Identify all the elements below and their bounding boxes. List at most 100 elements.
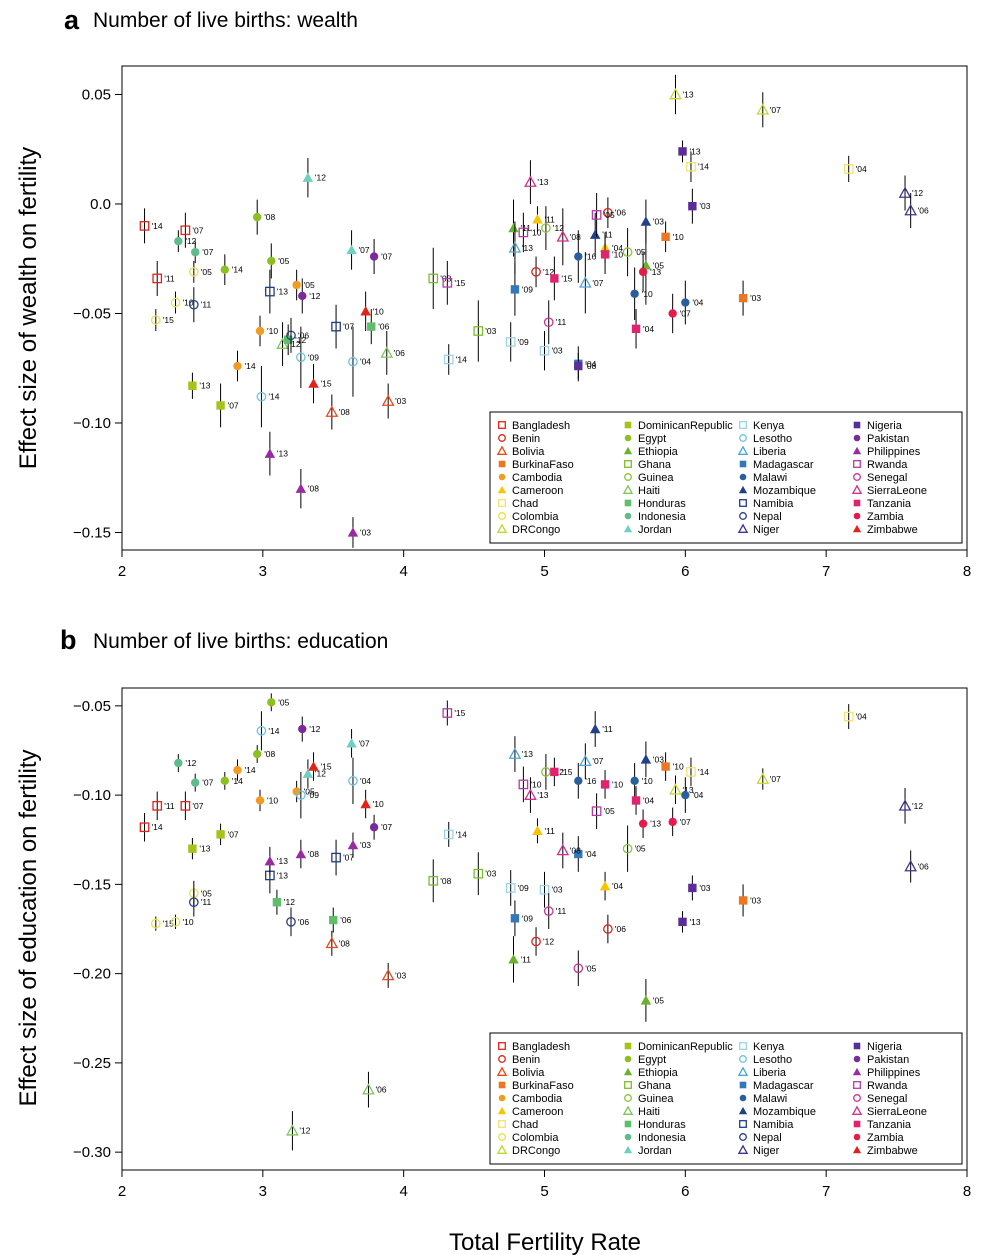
- panel-a-point-malawi-04: '04: [681, 280, 704, 325]
- panel-b-point-nigeria-03: '03: [688, 875, 711, 901]
- panel-a-point-burkinafaso-03: '03: [738, 280, 761, 316]
- point-year-label: '08: [585, 361, 596, 371]
- data-point-marker: [603, 207, 613, 218]
- panel-b-point-tanzania-10: '10: [600, 770, 623, 799]
- panel-a-point-honduras-06: '06: [367, 309, 390, 345]
- data-point-marker: [640, 216, 652, 226]
- point-year-label: '13: [522, 749, 533, 759]
- data-point-marker: [292, 280, 301, 290]
- data-point-marker: [369, 252, 379, 261]
- legend-item-liberia: Liberia: [737, 1066, 787, 1079]
- legend-label: Ghana: [638, 1080, 672, 1092]
- legend-item-cameroon: Cameroon: [497, 1106, 563, 1118]
- legend-item-bolivia: Bolivia: [496, 445, 545, 458]
- legend-item-indonesia: Indonesia: [624, 1132, 687, 1144]
- point-year-label: '10: [373, 306, 384, 316]
- legend-label: Mozambique: [753, 1106, 816, 1118]
- panel-a-point-zambia-07: '07: [668, 293, 691, 334]
- point-year-label: '12: [185, 758, 196, 768]
- legend-label: Kenya: [753, 420, 785, 432]
- legend-item-tanzania: Tanzania: [853, 1119, 912, 1131]
- panel-a-point-namibia-07: '07: [331, 304, 354, 349]
- panel-a-point-kenya-09: '09: [505, 322, 529, 362]
- legend-label: Jordan: [638, 524, 672, 536]
- legend-label: Madagascar: [753, 459, 814, 471]
- legend-marker: [739, 421, 747, 429]
- legend-marker: [498, 421, 506, 429]
- panel-a-point-pakistan-07: '07: [369, 239, 392, 275]
- legend-marker: [498, 1042, 506, 1050]
- panel-b-point-sierraleone-13: '13: [524, 777, 549, 813]
- panel-b-point-indonesia-07: '07: [191, 773, 214, 792]
- point-year-label: '10: [642, 289, 653, 299]
- data-point-marker: [233, 765, 242, 775]
- data-point-marker: [360, 798, 371, 809]
- legend-label: Malawi: [753, 1093, 787, 1105]
- panel-a-point-rwanda-15: '15: [442, 260, 466, 305]
- legend-item-egypt: Egypt: [624, 1054, 666, 1066]
- legend-label: Zimbabwe: [867, 1145, 918, 1157]
- data-point-marker: [267, 256, 276, 266]
- legend-label: Zambia: [867, 511, 905, 523]
- panel-b-point-chad-14: '14: [686, 757, 709, 787]
- point-year-label: '07: [592, 278, 603, 288]
- legend-marker: [737, 523, 749, 533]
- point-year-label: '10: [183, 298, 194, 308]
- legend-marker: [497, 1106, 507, 1115]
- point-year-label: '15: [454, 708, 465, 718]
- legend-item-zambia: Zambia: [853, 511, 905, 523]
- panel-b-point-guinea-12: '12: [541, 754, 564, 790]
- point-year-label: '11: [544, 826, 555, 836]
- data-point-marker: [574, 849, 583, 859]
- panel-a-point-dominicanrepublic-13: '13: [188, 372, 211, 399]
- legend-item-philippines: Philippines: [852, 446, 921, 458]
- legend-label: Colombia: [512, 511, 559, 523]
- point-year-label: '13: [690, 146, 701, 156]
- legend-label: Chad: [512, 498, 538, 510]
- legend-label: Mozambique: [753, 485, 816, 497]
- panel-a-point-nepal-06: '06: [286, 317, 309, 353]
- panel-b-point-dominicanrepublic-07: '07: [216, 823, 239, 846]
- data-point-marker: [904, 203, 918, 216]
- panel-a-point-benin-06: '06: [603, 197, 626, 229]
- panel-a-point-indonesia-07: '07: [191, 241, 214, 264]
- legend-label: Rwanda: [867, 459, 908, 471]
- point-year-label: '10: [612, 249, 623, 259]
- point-year-label: '07: [343, 322, 354, 332]
- legend-marker: [498, 1055, 506, 1063]
- data-point-marker: [264, 855, 276, 866]
- data-point-marker: [669, 783, 682, 795]
- panel-a-point-rwanda-05: '05: [591, 193, 615, 237]
- panel-a-y-tick-label: −0.10: [73, 415, 111, 432]
- point-year-label: '07: [381, 252, 392, 262]
- point-year-label: '03: [360, 840, 371, 850]
- panel-b-point-liberia-07: '07: [578, 743, 604, 780]
- point-year-label: '04: [585, 359, 596, 369]
- point-year-label: '04: [692, 298, 703, 308]
- point-year-label: '14: [698, 767, 709, 777]
- panel-a-point-malawi-10: '10: [630, 267, 653, 321]
- legend-item-ghana: Ghana: [624, 1080, 672, 1092]
- data-point-marker: [638, 267, 648, 277]
- legend-marker: [624, 460, 632, 468]
- panel-a-point-liberia-07: '07: [578, 252, 604, 314]
- point-year-label: '09: [308, 352, 319, 362]
- panel-a-point-cambodia-05: '05: [292, 269, 315, 301]
- panel-a-point-rwanda-10: '10: [518, 212, 542, 253]
- panel-a-title: Number of live births: wealth: [93, 9, 358, 32]
- point-year-label: '05: [635, 844, 646, 854]
- data-point-marker: [681, 298, 690, 307]
- point-year-label: '06: [298, 917, 309, 927]
- panel-a-point-philippines-08: '08: [295, 468, 319, 509]
- point-year-label: '07: [770, 105, 781, 115]
- point-year-label: '03: [552, 885, 563, 895]
- legend-marker: [498, 460, 506, 468]
- point-year-label: '03: [395, 396, 406, 406]
- legend-label: SierraLeone: [867, 1106, 927, 1118]
- data-point-marker: [556, 843, 570, 856]
- point-year-label: '04: [856, 164, 867, 174]
- point-year-label: '08: [440, 876, 451, 886]
- point-year-label: '06: [375, 1085, 386, 1095]
- point-year-label: '07: [202, 247, 213, 257]
- legend-item-kenya: Kenya: [739, 1041, 785, 1053]
